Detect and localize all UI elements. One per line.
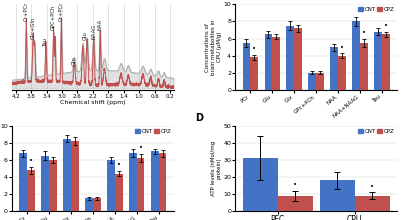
Text: Glu+Gln: Glu+Gln: [31, 16, 36, 39]
Text: NAAG: NAAG: [91, 24, 96, 39]
Bar: [19, 153, 27, 211]
Bar: [294, 28, 302, 90]
Text: •: •: [139, 145, 143, 151]
Text: •: •: [340, 44, 344, 51]
Bar: [137, 158, 144, 211]
Bar: [93, 198, 101, 211]
Bar: [277, 196, 313, 211]
Bar: [107, 160, 115, 211]
Legend: CNT, CPZ: CNT, CPZ: [135, 128, 171, 134]
Text: D: D: [195, 114, 203, 123]
Bar: [286, 26, 294, 90]
Text: •: •: [370, 184, 374, 190]
Bar: [352, 22, 360, 90]
Text: Cr+PCr: Cr+PCr: [24, 2, 29, 21]
Bar: [382, 34, 390, 90]
Bar: [354, 196, 390, 211]
Bar: [316, 73, 324, 90]
Text: Gln: Gln: [72, 56, 77, 65]
Text: •: •: [293, 182, 297, 188]
Bar: [374, 32, 382, 90]
Bar: [115, 174, 123, 211]
Bar: [49, 160, 57, 211]
Text: A: A: [0, 0, 6, 2]
Bar: [243, 43, 250, 90]
Bar: [265, 34, 272, 90]
Bar: [272, 37, 280, 90]
Text: •: •: [29, 158, 33, 164]
Bar: [320, 180, 354, 211]
Bar: [250, 57, 258, 90]
Bar: [27, 170, 35, 211]
Bar: [41, 156, 49, 211]
Text: NAA: NAA: [98, 19, 103, 30]
Bar: [338, 56, 346, 90]
Text: •: •: [362, 30, 366, 36]
Legend: CNT, CPZ: CNT, CPZ: [358, 7, 394, 12]
Text: Tau: Tau: [43, 37, 49, 46]
Text: Glu: Glu: [83, 31, 88, 40]
Bar: [151, 151, 159, 211]
Legend: CNT, CPZ: CNT, CPZ: [358, 128, 394, 134]
Y-axis label: ATP levels (nMol/mg
protein): ATP levels (nMol/mg protein): [211, 141, 222, 196]
Text: •: •: [384, 23, 388, 29]
Bar: [85, 198, 93, 211]
Text: •: •: [252, 46, 256, 52]
X-axis label: Chemical shift (ppm): Chemical shift (ppm): [60, 100, 126, 105]
Bar: [71, 141, 79, 211]
Y-axis label: Concentrations of
brain metabolites in
CPU (μM/g): Concentrations of brain metabolites in C…: [205, 19, 222, 75]
Bar: [308, 73, 316, 90]
Bar: [360, 43, 368, 90]
Bar: [330, 47, 338, 90]
Bar: [63, 139, 71, 211]
Bar: [243, 158, 277, 211]
Bar: [159, 153, 166, 211]
Text: Cr+PCr: Cr+PCr: [59, 2, 64, 21]
Text: GPC+PCh: GPC+PCh: [51, 5, 56, 30]
Text: C: C: [200, 0, 207, 2]
Text: •: •: [117, 163, 121, 169]
Bar: [129, 153, 137, 211]
